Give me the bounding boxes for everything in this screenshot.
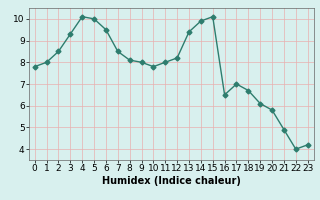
X-axis label: Humidex (Indice chaleur): Humidex (Indice chaleur) [102, 176, 241, 186]
